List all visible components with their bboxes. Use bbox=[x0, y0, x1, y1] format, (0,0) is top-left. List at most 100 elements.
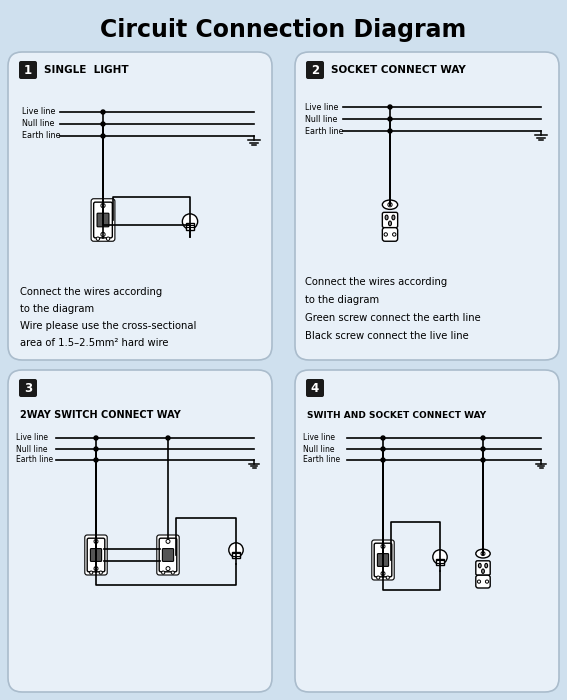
Ellipse shape bbox=[385, 215, 388, 220]
Text: Live line: Live line bbox=[16, 433, 48, 442]
FancyBboxPatch shape bbox=[476, 561, 490, 575]
Circle shape bbox=[101, 204, 105, 208]
Circle shape bbox=[481, 458, 485, 462]
FancyBboxPatch shape bbox=[19, 61, 37, 79]
Text: 4: 4 bbox=[311, 382, 319, 395]
Circle shape bbox=[94, 436, 98, 440]
Circle shape bbox=[384, 232, 387, 236]
Circle shape bbox=[101, 134, 105, 138]
Text: Connect the wires according: Connect the wires according bbox=[305, 277, 447, 287]
Text: to the diagram: to the diagram bbox=[305, 295, 379, 305]
Text: Live line: Live line bbox=[305, 102, 338, 111]
FancyBboxPatch shape bbox=[374, 543, 392, 577]
Circle shape bbox=[481, 552, 485, 556]
Text: 1: 1 bbox=[24, 64, 32, 76]
Circle shape bbox=[388, 202, 392, 206]
Text: Null line: Null line bbox=[305, 115, 337, 123]
Bar bbox=[186, 223, 194, 230]
FancyBboxPatch shape bbox=[476, 575, 490, 588]
FancyBboxPatch shape bbox=[19, 379, 37, 397]
Text: to the diagram: to the diagram bbox=[20, 304, 94, 314]
Circle shape bbox=[381, 436, 385, 440]
Circle shape bbox=[166, 566, 170, 570]
Text: 3: 3 bbox=[24, 382, 32, 395]
Circle shape bbox=[392, 232, 396, 236]
Circle shape bbox=[166, 436, 170, 440]
Text: Null line: Null line bbox=[16, 444, 48, 454]
FancyBboxPatch shape bbox=[97, 214, 109, 227]
FancyBboxPatch shape bbox=[306, 379, 324, 397]
Ellipse shape bbox=[388, 221, 391, 225]
Text: Null line: Null line bbox=[22, 120, 54, 129]
Circle shape bbox=[229, 542, 243, 557]
Text: Earth line: Earth line bbox=[16, 456, 53, 465]
FancyBboxPatch shape bbox=[91, 199, 115, 241]
Text: area of 1.5–2.5mm² hard wire: area of 1.5–2.5mm² hard wire bbox=[20, 338, 168, 348]
Circle shape bbox=[101, 110, 105, 114]
Text: Earth line: Earth line bbox=[303, 456, 340, 465]
Ellipse shape bbox=[392, 215, 395, 220]
Circle shape bbox=[94, 447, 98, 451]
Circle shape bbox=[381, 447, 385, 451]
Ellipse shape bbox=[479, 564, 481, 568]
Text: SINGLE  LIGHT: SINGLE LIGHT bbox=[44, 65, 129, 75]
Circle shape bbox=[485, 580, 489, 583]
Bar bbox=[232, 552, 240, 558]
Text: SWITH AND SOCKET CONNECT WAY: SWITH AND SOCKET CONNECT WAY bbox=[307, 410, 486, 419]
Text: Earth line: Earth line bbox=[305, 127, 344, 136]
FancyBboxPatch shape bbox=[85, 535, 107, 575]
Text: 2WAY SWITCH CONNECT WAY: 2WAY SWITCH CONNECT WAY bbox=[20, 410, 181, 420]
FancyBboxPatch shape bbox=[382, 228, 397, 241]
Circle shape bbox=[381, 545, 385, 548]
Circle shape bbox=[388, 105, 392, 109]
Text: Live line: Live line bbox=[22, 108, 56, 116]
Circle shape bbox=[388, 117, 392, 121]
Circle shape bbox=[94, 566, 98, 570]
Text: Earth line: Earth line bbox=[22, 132, 61, 141]
Circle shape bbox=[94, 458, 98, 462]
Circle shape bbox=[96, 237, 100, 240]
Circle shape bbox=[386, 576, 390, 579]
Circle shape bbox=[166, 540, 170, 543]
FancyBboxPatch shape bbox=[8, 52, 272, 360]
Circle shape bbox=[101, 232, 105, 237]
Text: Circuit Connection Diagram: Circuit Connection Diagram bbox=[100, 18, 466, 42]
FancyBboxPatch shape bbox=[306, 61, 324, 79]
Circle shape bbox=[162, 571, 165, 574]
Circle shape bbox=[90, 571, 93, 574]
Circle shape bbox=[481, 447, 485, 451]
FancyBboxPatch shape bbox=[90, 549, 101, 561]
Ellipse shape bbox=[382, 200, 397, 209]
FancyBboxPatch shape bbox=[94, 202, 112, 238]
FancyBboxPatch shape bbox=[378, 554, 388, 566]
Circle shape bbox=[433, 550, 447, 564]
Text: SOCKET CONNECT WAY: SOCKET CONNECT WAY bbox=[331, 65, 466, 75]
Circle shape bbox=[107, 237, 110, 240]
Text: Null line: Null line bbox=[303, 444, 335, 454]
Circle shape bbox=[101, 122, 105, 126]
FancyBboxPatch shape bbox=[159, 538, 177, 572]
FancyBboxPatch shape bbox=[162, 549, 174, 561]
FancyBboxPatch shape bbox=[372, 540, 394, 580]
Ellipse shape bbox=[481, 569, 484, 573]
FancyBboxPatch shape bbox=[87, 538, 105, 572]
Circle shape bbox=[171, 571, 175, 574]
FancyBboxPatch shape bbox=[382, 212, 397, 228]
Text: Wire please use the cross-sectional: Wire please use the cross-sectional bbox=[20, 321, 196, 331]
Circle shape bbox=[381, 572, 385, 575]
FancyBboxPatch shape bbox=[157, 535, 179, 575]
Bar bbox=[437, 559, 443, 565]
FancyBboxPatch shape bbox=[295, 52, 559, 360]
Text: Live line: Live line bbox=[303, 433, 335, 442]
Circle shape bbox=[481, 436, 485, 440]
Text: Black screw connect the live line: Black screw connect the live line bbox=[305, 331, 469, 341]
Circle shape bbox=[183, 214, 198, 229]
Text: Green screw connect the earth line: Green screw connect the earth line bbox=[305, 313, 481, 323]
Circle shape bbox=[94, 540, 98, 543]
Circle shape bbox=[376, 576, 380, 579]
Text: Connect the wires according: Connect the wires according bbox=[20, 287, 162, 297]
Ellipse shape bbox=[485, 564, 488, 568]
Circle shape bbox=[388, 129, 392, 133]
FancyBboxPatch shape bbox=[295, 370, 559, 692]
Circle shape bbox=[99, 571, 103, 574]
